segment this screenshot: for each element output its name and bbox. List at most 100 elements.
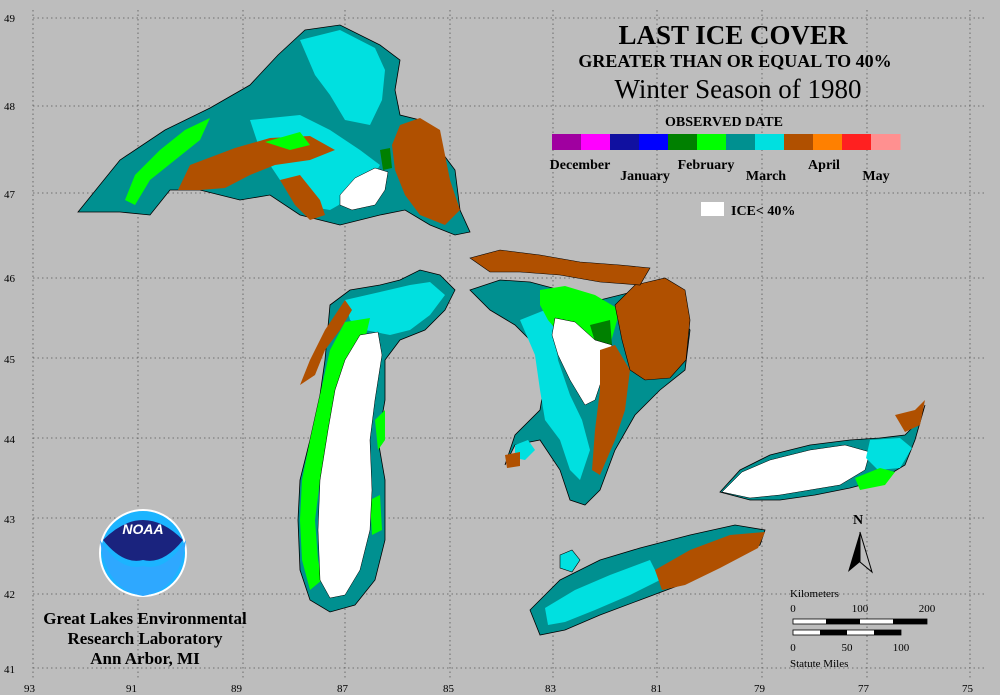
michigan-green-strip xyxy=(300,318,370,590)
lon-label: 77 xyxy=(858,683,870,695)
huron-cyan-west xyxy=(520,310,590,480)
lon-label: 75 xyxy=(962,683,974,695)
ice-swatch xyxy=(701,202,724,216)
legend-swatch xyxy=(813,134,843,150)
scale-km-0: 0 xyxy=(790,603,796,615)
lon-label: 89 xyxy=(231,683,243,695)
north-channel-brown xyxy=(469,249,651,286)
lake-st-clair xyxy=(559,549,581,573)
scale-mi-50: 50 xyxy=(842,642,854,654)
lat-label: 46 xyxy=(4,273,16,285)
legend-swatch xyxy=(871,134,901,150)
lon-label: 81 xyxy=(651,683,662,695)
superior-green-west xyxy=(125,118,210,205)
superior-green-mid xyxy=(265,132,310,150)
north-label: N xyxy=(853,513,863,528)
superior-brown-west xyxy=(178,136,335,190)
ontario-ice-white xyxy=(721,444,871,499)
legend-month-february: February xyxy=(678,158,735,173)
superior-ice-white xyxy=(339,167,389,211)
legend-swatch xyxy=(639,134,669,150)
noaa-logo: NOAA xyxy=(99,509,187,597)
ontario-green xyxy=(855,468,895,490)
lat-label: 48 xyxy=(4,101,16,113)
legend-swatch xyxy=(552,134,582,150)
season-label: Winter Season of 1980 xyxy=(614,74,861,104)
legend-swatch xyxy=(726,134,756,150)
lat-label: 43 xyxy=(4,514,16,526)
lat-label: 49 xyxy=(4,13,16,25)
lon-label: 91 xyxy=(126,683,137,695)
lat-label: 42 xyxy=(4,589,15,601)
lake-erie xyxy=(529,524,766,636)
scale-km-100: 100 xyxy=(852,603,869,615)
michigan-green-bay-brown xyxy=(300,300,352,385)
legend-color-bar xyxy=(552,134,901,150)
lake-michigan xyxy=(297,269,456,613)
legend-month-march: March xyxy=(746,169,786,184)
lon-label: 87 xyxy=(337,683,349,695)
huron-ice-white xyxy=(551,317,613,406)
legend-month-december: December xyxy=(550,158,611,173)
org-line-3: Ann Arbor, MI xyxy=(90,649,200,668)
noaa-logo-text: NOAA xyxy=(122,521,163,537)
huron-saginaw-brown xyxy=(505,452,520,468)
legend-swatch xyxy=(697,134,727,150)
legend-swatch xyxy=(755,134,785,150)
latitude-labels: 49 48 47 46 45 44 43 42 41 xyxy=(4,13,16,676)
north-arrow-left xyxy=(848,532,860,572)
st-lawrence-brown xyxy=(895,400,925,432)
scale-km-title: Kilometers xyxy=(790,588,839,600)
lat-label: 45 xyxy=(4,354,16,366)
legend-swatch xyxy=(842,134,872,150)
legend-month-may: May xyxy=(862,169,889,184)
superior-brown-south xyxy=(280,175,325,220)
lake-huron xyxy=(469,249,691,506)
lat-label: 44 xyxy=(4,434,16,446)
lat-label: 47 xyxy=(4,189,16,201)
legend-swatch xyxy=(784,134,814,150)
superior-brown-east xyxy=(392,118,460,225)
map-subtitle: GREATER THAN OR EQUAL TO 40% xyxy=(578,51,891,71)
georgian-bay-brown xyxy=(614,277,691,381)
scale-bar: Kilometers 0 100 200 0 50 100 Statute Mi… xyxy=(790,588,936,670)
ice-label: ICE< 40% xyxy=(731,204,795,219)
ontario-cyan-east xyxy=(866,438,912,470)
erie-brown-east xyxy=(655,532,765,590)
lon-label: 79 xyxy=(754,683,766,695)
scale-mi-100: 100 xyxy=(893,642,910,654)
lon-label: 93 xyxy=(24,683,36,695)
org-line-1: Great Lakes Environmental xyxy=(43,609,247,628)
organization-credit: Great Lakes Environmental Research Labor… xyxy=(43,609,247,668)
north-arrow: N xyxy=(848,513,873,574)
lon-label: 83 xyxy=(545,683,557,695)
legend-swatch xyxy=(610,134,640,150)
org-line-2: Research Laboratory xyxy=(67,629,223,648)
scale-mi-0: 0 xyxy=(790,642,796,654)
legend-swatch xyxy=(668,134,698,150)
lon-label: 85 xyxy=(443,683,455,695)
michigan-ice-white xyxy=(317,331,383,599)
superior-cyan-east xyxy=(300,30,385,125)
michigan-green-east xyxy=(375,410,385,450)
lat-label: 41 xyxy=(4,664,15,676)
legend: LAST ICE COVER GREATER THAN OR EQUAL TO … xyxy=(550,20,901,219)
michigan-cyan-north xyxy=(345,282,445,335)
michigan-green-south xyxy=(370,495,382,535)
longitude-labels: 93 91 89 87 85 83 81 79 77 75 xyxy=(24,683,974,695)
lake-ontario xyxy=(719,400,926,501)
map-title: LAST ICE COVER xyxy=(618,20,848,50)
scale-km-200: 200 xyxy=(919,603,936,615)
erie-cyan xyxy=(545,560,660,625)
lake-superior xyxy=(77,24,471,236)
huron-brown-east xyxy=(592,345,630,475)
legend-heading: OBSERVED DATE xyxy=(665,115,783,130)
legend-swatch xyxy=(581,134,611,150)
legend-month-april: April xyxy=(808,158,840,173)
legend-month-january: January xyxy=(620,169,670,184)
north-arrow-right xyxy=(859,531,873,574)
scale-mi-title: Statute Miles xyxy=(790,658,848,670)
superior-green-east xyxy=(380,148,392,170)
